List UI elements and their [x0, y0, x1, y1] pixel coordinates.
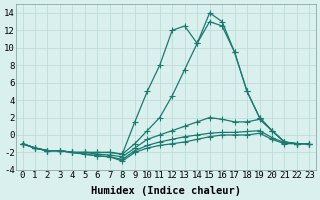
X-axis label: Humidex (Indice chaleur): Humidex (Indice chaleur) [91, 186, 241, 196]
